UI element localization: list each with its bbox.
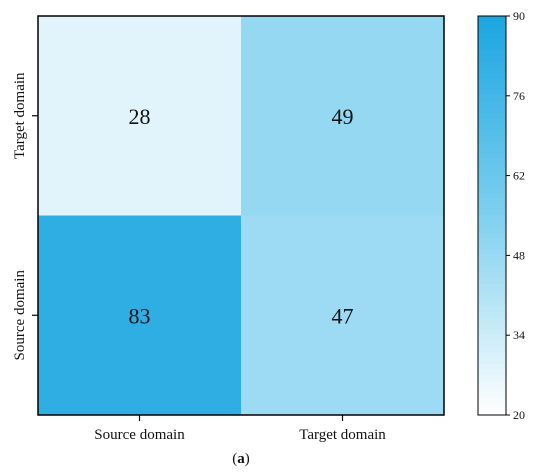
heatmap-cell xyxy=(38,16,241,216)
colorbar-swatch xyxy=(478,226,506,234)
colorbar-swatch xyxy=(478,323,506,331)
colorbar-swatch xyxy=(478,289,506,296)
colorbar-swatch xyxy=(478,329,506,336)
colorbar-swatch xyxy=(478,397,506,405)
colorbar-swatch xyxy=(478,84,506,91)
caption-letter: a xyxy=(237,451,245,467)
colorbar-swatch xyxy=(478,358,506,365)
colorbar-swatch xyxy=(478,335,506,342)
colorbar-swatch xyxy=(478,403,506,410)
colorbar-swatch xyxy=(478,130,506,137)
colorbar-swatch xyxy=(478,44,506,51)
colorbar-swatch xyxy=(478,61,506,68)
colorbar-swatch xyxy=(478,261,506,268)
colorbar-swatch xyxy=(478,198,506,205)
colorbar-swatch xyxy=(478,215,506,222)
colorbar-swatch xyxy=(478,169,506,177)
colorbar-swatch xyxy=(478,244,506,251)
colorbar-swatch xyxy=(478,187,506,194)
colorbar-swatch xyxy=(478,73,506,80)
colorbar-swatch xyxy=(478,380,506,388)
plot-frame xyxy=(37,15,445,416)
colorbar-tick-label: 90 xyxy=(513,9,525,23)
colorbar-swatch xyxy=(478,112,506,120)
colorbar-tick-label: 62 xyxy=(513,169,525,183)
colorbar-swatch xyxy=(478,272,506,279)
colorbar-swatch xyxy=(478,283,506,291)
colorbar-swatch xyxy=(478,318,506,325)
heatmap-cell xyxy=(38,215,241,415)
colorbar-swatch xyxy=(478,312,506,319)
y-tick-label: Target domain xyxy=(12,72,28,159)
colorbar-swatch xyxy=(478,101,506,108)
colorbar-frame xyxy=(477,15,507,416)
colorbar-swatch xyxy=(478,164,506,171)
colorbar-swatch xyxy=(478,95,506,103)
colorbar-swatch xyxy=(478,392,506,399)
colorbar-swatch xyxy=(478,33,506,40)
heatmap-cell xyxy=(241,16,444,216)
colorbar-swatch xyxy=(478,175,506,182)
colorbar-swatch xyxy=(478,266,506,274)
axes: Source domain Target domain Target domain S… xyxy=(12,72,386,443)
colorbar-swatch xyxy=(478,147,506,154)
caption-open-paren: ( xyxy=(232,451,237,467)
colorbar-swatch xyxy=(478,340,506,348)
colorbar-swatch xyxy=(478,124,506,131)
colorbar-swatch xyxy=(478,232,506,239)
colorbar: 20 34 48 62 76 90 xyxy=(477,9,525,422)
heatmap-cells: 28 49 83 47 xyxy=(38,16,444,415)
colorbar-swatch xyxy=(478,363,506,370)
colorbar-swatch xyxy=(478,55,506,63)
colorbar-swatch xyxy=(478,369,506,376)
colorbar-swatch xyxy=(478,192,506,199)
colorbar-swatch xyxy=(478,21,506,28)
y-tick-label: Source domain xyxy=(12,270,28,361)
colorbar-swatch xyxy=(478,118,506,125)
colorbar-swatch xyxy=(478,50,506,57)
colorbar-swatch xyxy=(478,221,506,228)
colorbar-swatch xyxy=(478,409,506,416)
colorbar-swatch xyxy=(478,278,506,285)
cell-value-label: 49 xyxy=(332,104,354,129)
colorbar-swatch xyxy=(478,27,506,34)
colorbar-swatch xyxy=(478,295,506,302)
colorbar-swatch xyxy=(478,141,506,148)
cell-value-label: 47 xyxy=(332,303,354,328)
colorbar-swatch xyxy=(478,78,506,85)
colorbar-swatch xyxy=(478,306,506,313)
colorbar-swatch xyxy=(478,346,506,353)
colorbar-swatch xyxy=(478,158,506,165)
x-tick-label: Target domain xyxy=(299,427,386,443)
colorbar-swatch xyxy=(478,38,506,46)
colorbar-swatch xyxy=(478,181,506,188)
colorbar-swatch xyxy=(478,255,506,262)
colorbar-swatch xyxy=(478,238,506,245)
colorbar-swatch xyxy=(478,152,506,160)
heatmap-cell xyxy=(241,215,444,415)
colorbar-swatch xyxy=(478,352,506,359)
colorbar-swatch xyxy=(478,375,506,382)
colorbar-swatch xyxy=(478,16,506,23)
colorbar-tick-label: 76 xyxy=(513,89,525,103)
colorbar-tick-label: 34 xyxy=(513,328,525,342)
colorbar-tick-label: 48 xyxy=(513,248,525,262)
caption-close-paren: ) xyxy=(245,451,250,467)
colorbar-swatch xyxy=(478,301,506,308)
colorbar-swatch xyxy=(478,135,506,142)
colorbar-swatch xyxy=(478,107,506,114)
colorbar-swatch xyxy=(478,386,506,393)
colorbar-swatch xyxy=(478,249,506,256)
x-tick-label: Source domain xyxy=(94,427,185,443)
cell-value-label: 28 xyxy=(129,104,151,129)
figure-caption: (a) xyxy=(232,451,250,467)
colorbar-swatch xyxy=(478,204,506,211)
colorbar-swatch xyxy=(478,67,506,74)
cell-value-label: 83 xyxy=(129,303,151,328)
colorbar-swatch xyxy=(478,209,506,217)
colorbar-swatch xyxy=(478,90,506,97)
colorbar-tick-label: 20 xyxy=(513,408,525,422)
